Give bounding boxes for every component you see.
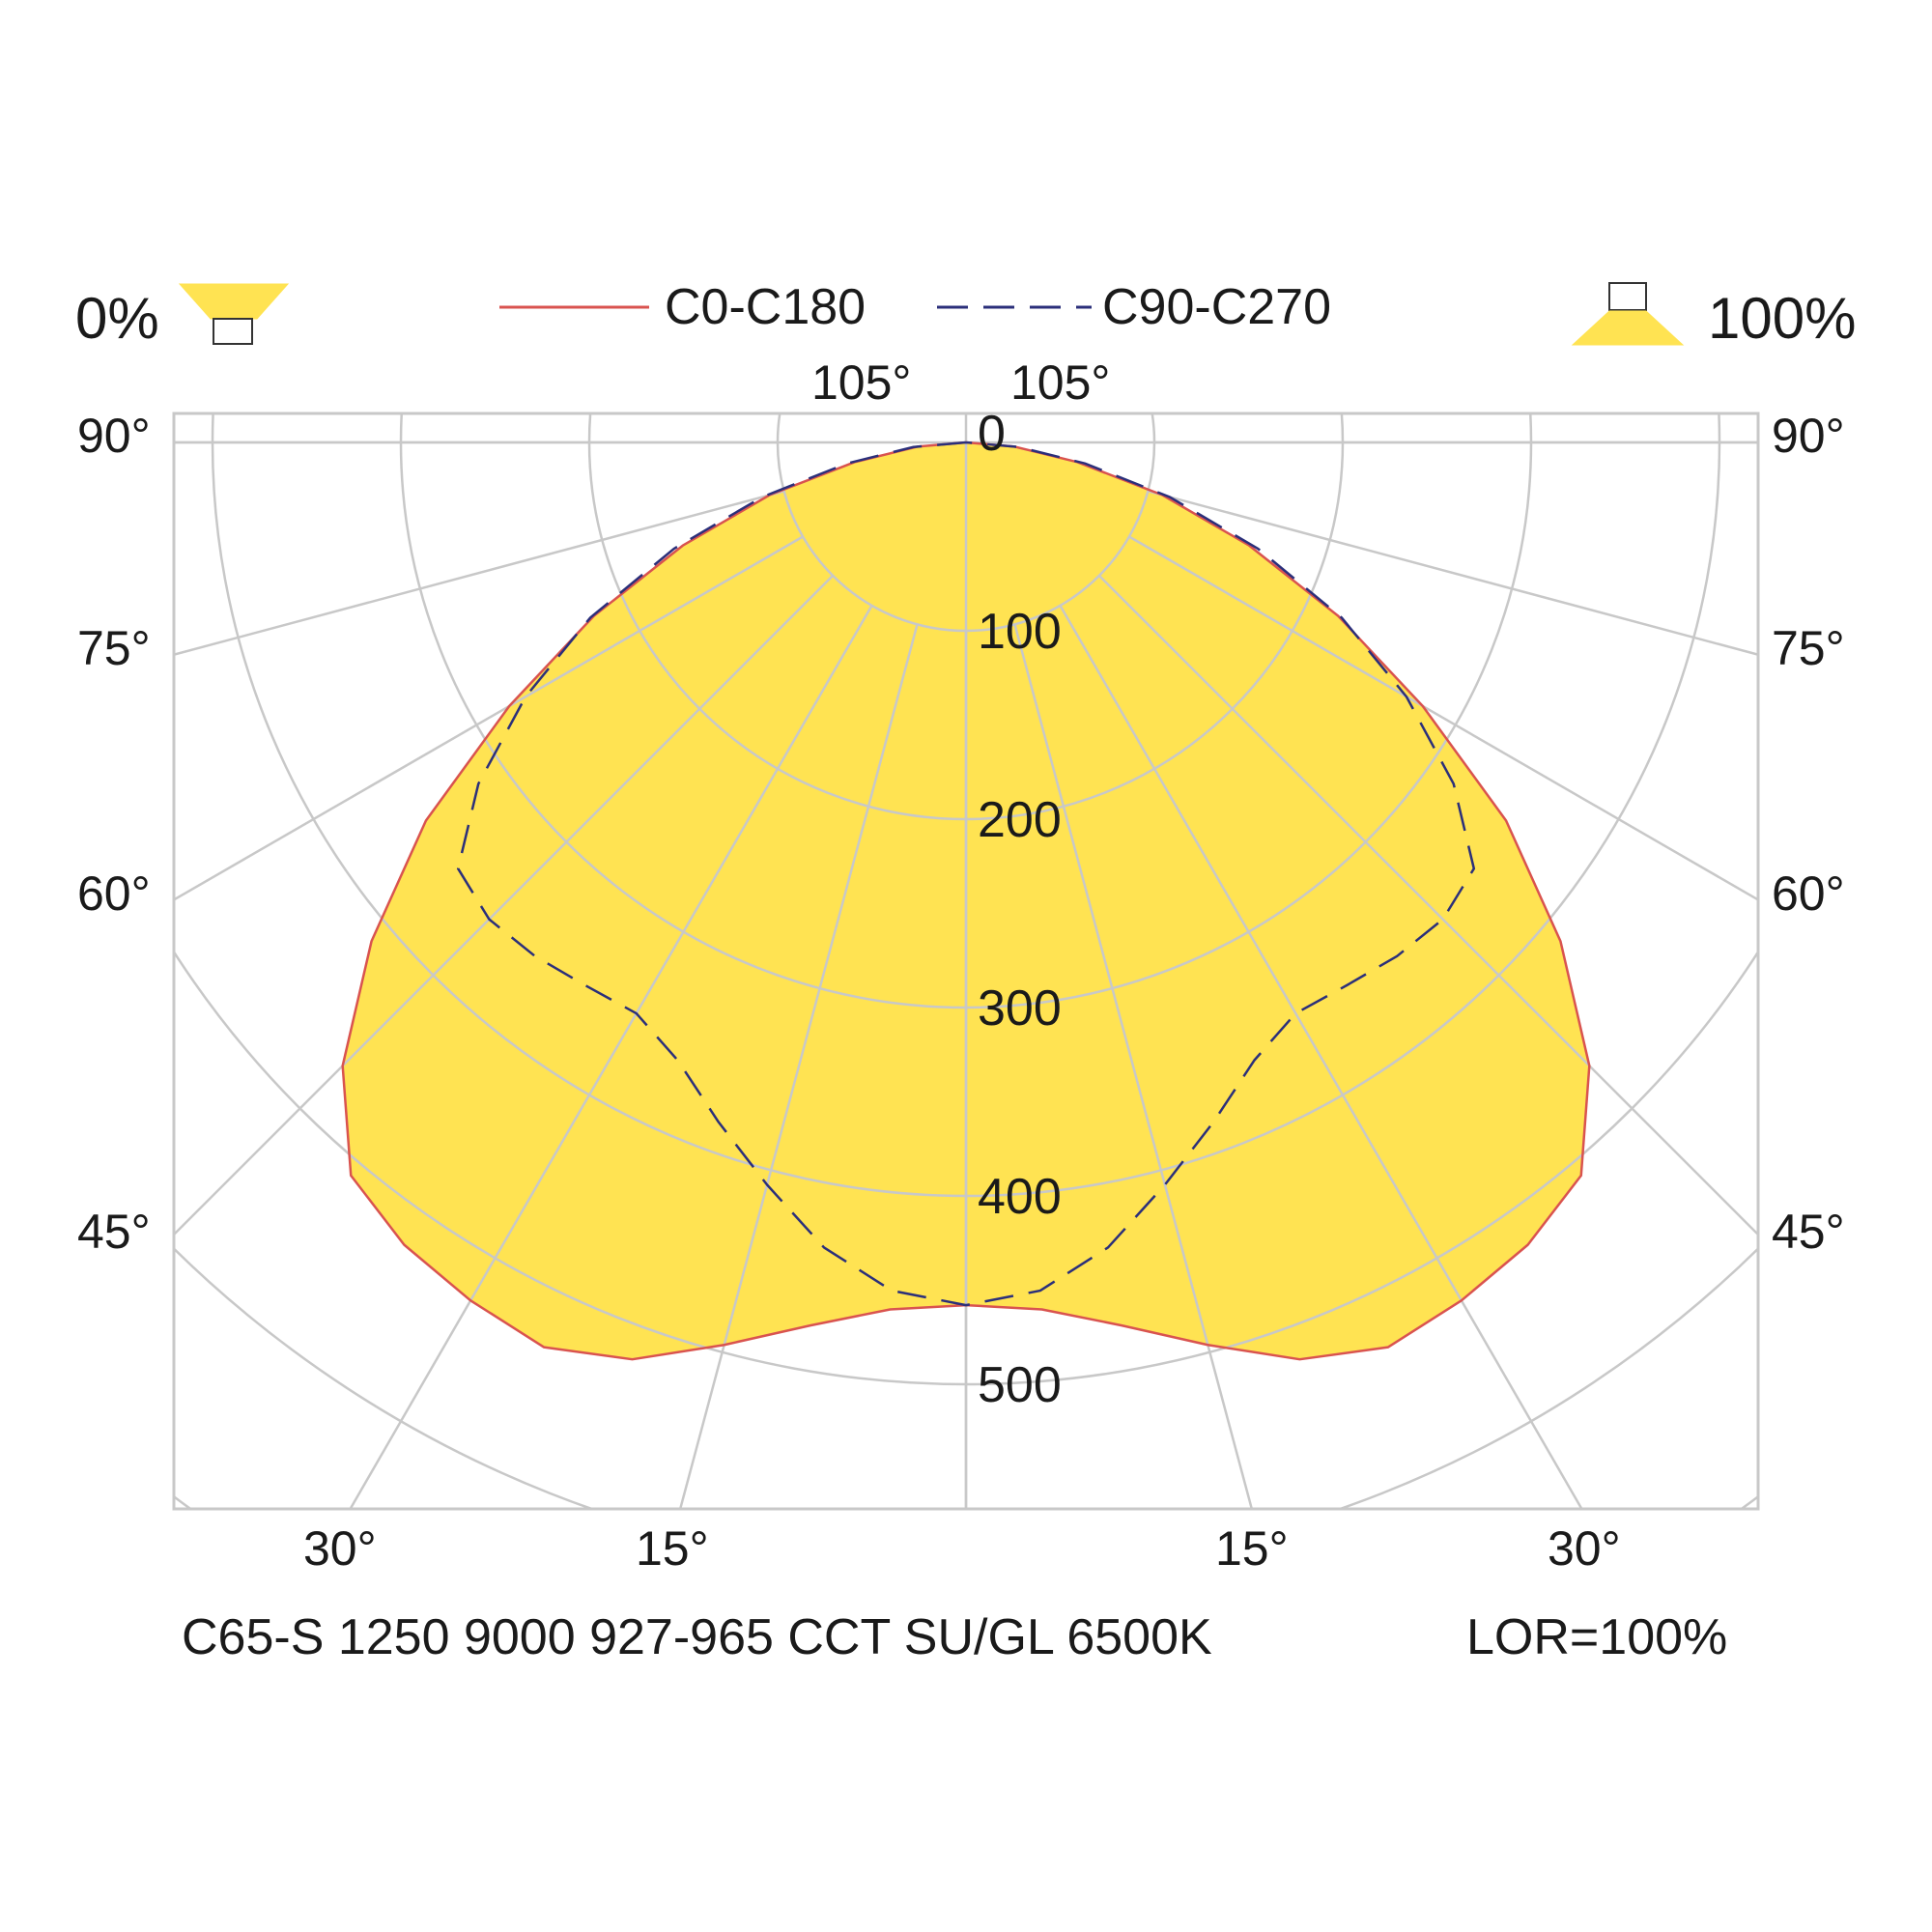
angle-label-right-45: 45° bbox=[1772, 1205, 1845, 1259]
legend-c0-c180-label: C0-C180 bbox=[665, 279, 866, 335]
radial-tick-label-500: 500 bbox=[978, 1357, 1062, 1413]
grid-spoke-m45 bbox=[174, 575, 834, 1236]
grid-spoke-165 bbox=[1014, 0, 1316, 261]
footer-lor-label: LOR=100% bbox=[1466, 1609, 1727, 1665]
grid-spoke-m30 bbox=[349, 605, 873, 1509]
radial-tick-label-300: 300 bbox=[978, 980, 1062, 1037]
grid-spoke-150 bbox=[1061, 0, 1643, 279]
angle-label-right-90: 90° bbox=[1772, 409, 1845, 463]
angle-label-left-90: 90° bbox=[77, 409, 151, 463]
angle-label-top-left: 105° bbox=[811, 355, 911, 410]
angle-label-right-75: 75° bbox=[1772, 621, 1845, 675]
angle-label-bottom-15-left: 15° bbox=[636, 1521, 709, 1576]
grid-spoke-m15 bbox=[678, 624, 919, 1509]
grid-spoke-30 bbox=[1059, 605, 1583, 1509]
angle-label-left-60: 60° bbox=[77, 867, 151, 921]
uplight-100-percent-icon bbox=[1571, 282, 1685, 346]
angle-label-bottom-15-right: 15° bbox=[1215, 1521, 1289, 1576]
legend-c90-c270-label: C90-C270 bbox=[1102, 279, 1331, 335]
angle-label-bottom-30-left: 30° bbox=[303, 1521, 377, 1576]
radial-tick-label-400: 400 bbox=[978, 1169, 1062, 1225]
grid-spoke-m135 bbox=[10, 0, 833, 309]
grid-spoke-15 bbox=[1013, 624, 1254, 1509]
grid-spoke-m165 bbox=[616, 0, 918, 261]
radial-tick-label-100: 100 bbox=[978, 604, 1062, 660]
grid-spoke-135 bbox=[1099, 0, 1922, 309]
footer-product-label: C65-S 1250 9000 927-965 CCT SU/GL 6500K bbox=[182, 1609, 1212, 1665]
legend-left-label: 0% bbox=[75, 286, 159, 351]
grid-spoke-m150 bbox=[290, 0, 872, 279]
grid-spoke-75 bbox=[1148, 490, 1758, 657]
angle-label-left-75: 75° bbox=[77, 621, 151, 675]
angle-label-left-45: 45° bbox=[77, 1205, 151, 1259]
radial-tick-label-zero: 0 bbox=[978, 406, 1006, 462]
grid-spoke-m75 bbox=[174, 490, 784, 657]
radial-tick-label-200: 200 bbox=[978, 792, 1062, 848]
legend-right-label: 100% bbox=[1708, 286, 1856, 351]
downlight-0-percent-icon bbox=[178, 283, 290, 345]
angle-label-top-right: 105° bbox=[1010, 355, 1110, 410]
grid-spoke-45 bbox=[1098, 575, 1758, 1236]
grid-spoke-m60 bbox=[174, 535, 804, 901]
series-line-c90-c270 bbox=[456, 440, 1476, 1307]
angle-label-bottom-30-right: 30° bbox=[1548, 1521, 1621, 1576]
angle-label-right-60: 60° bbox=[1772, 867, 1845, 921]
grid-spoke-60 bbox=[1128, 535, 1758, 901]
